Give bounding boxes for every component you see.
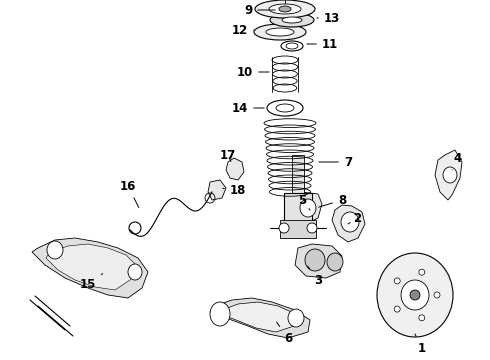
Ellipse shape — [419, 269, 425, 275]
Polygon shape — [46, 244, 136, 290]
Text: 4: 4 — [452, 152, 462, 170]
Text: 18: 18 — [223, 184, 246, 197]
Ellipse shape — [377, 253, 453, 337]
Text: 17: 17 — [220, 149, 236, 162]
Ellipse shape — [282, 17, 302, 23]
Polygon shape — [295, 244, 342, 278]
Ellipse shape — [128, 264, 142, 280]
Text: 7: 7 — [319, 156, 352, 168]
Polygon shape — [220, 302, 296, 332]
Polygon shape — [210, 298, 310, 338]
Ellipse shape — [255, 0, 315, 18]
Text: 9: 9 — [244, 4, 275, 17]
Text: 3: 3 — [308, 266, 322, 287]
Ellipse shape — [269, 4, 301, 14]
Ellipse shape — [419, 315, 425, 321]
Ellipse shape — [47, 241, 63, 259]
Ellipse shape — [341, 212, 359, 232]
Ellipse shape — [266, 28, 294, 36]
Ellipse shape — [394, 278, 400, 284]
Bar — [284, 193, 312, 235]
Text: 15: 15 — [80, 274, 103, 291]
Text: 8: 8 — [318, 194, 346, 207]
Polygon shape — [226, 158, 244, 180]
Bar — [280, 220, 316, 238]
Text: 5: 5 — [298, 194, 310, 210]
Polygon shape — [32, 238, 148, 298]
Ellipse shape — [254, 24, 306, 40]
Ellipse shape — [305, 249, 325, 271]
Ellipse shape — [288, 309, 304, 327]
Polygon shape — [435, 150, 462, 200]
Text: 16: 16 — [120, 180, 139, 207]
Text: 6: 6 — [277, 322, 292, 345]
Text: 14: 14 — [232, 102, 264, 114]
Bar — [292, 155, 304, 193]
Ellipse shape — [410, 290, 420, 300]
Ellipse shape — [434, 292, 440, 298]
Ellipse shape — [279, 223, 289, 233]
Text: 1: 1 — [415, 334, 426, 355]
Text: 10: 10 — [237, 66, 269, 78]
Ellipse shape — [394, 306, 400, 312]
Ellipse shape — [210, 302, 230, 326]
Text: 13: 13 — [317, 12, 340, 24]
Ellipse shape — [401, 280, 429, 310]
Text: 2: 2 — [348, 212, 361, 225]
Ellipse shape — [300, 199, 316, 217]
Ellipse shape — [327, 253, 343, 271]
Ellipse shape — [443, 167, 457, 183]
Ellipse shape — [270, 13, 314, 27]
Ellipse shape — [307, 223, 317, 233]
Ellipse shape — [279, 6, 291, 12]
Polygon shape — [208, 180, 226, 200]
Polygon shape — [292, 192, 322, 224]
Polygon shape — [332, 205, 365, 242]
Text: 12: 12 — [232, 23, 254, 36]
Text: 11: 11 — [307, 37, 338, 50]
